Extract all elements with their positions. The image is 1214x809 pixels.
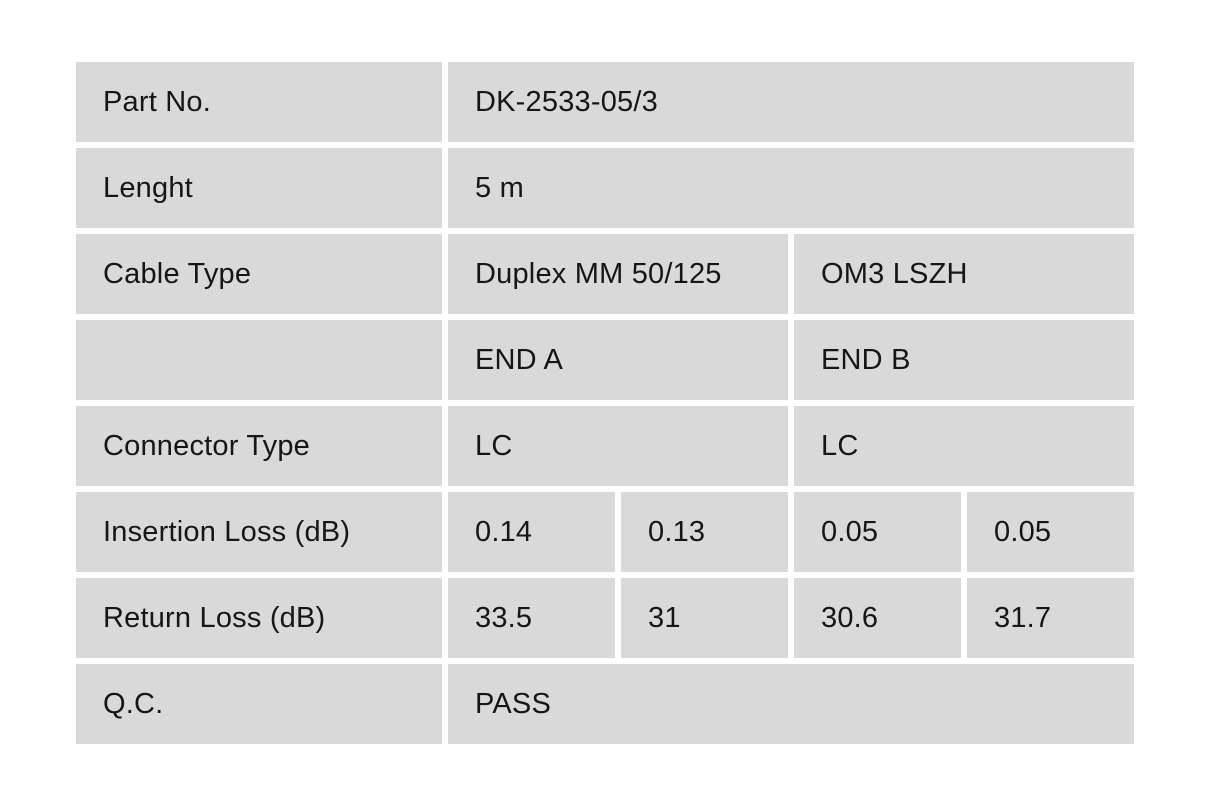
cable-type-value-1: Duplex MM 50/125 — [448, 234, 788, 314]
insertion-loss-label: Insertion Loss (dB) — [76, 492, 442, 572]
qc-label: Q.C. — [76, 664, 442, 744]
end-b-header: END B — [794, 320, 1134, 400]
connector-type-end-a: LC — [448, 406, 788, 486]
part-no-value: DK-2533-05/3 — [448, 62, 1134, 142]
insertion-loss-end-b-2: 0.05 — [967, 492, 1134, 572]
end-a-header: END A — [448, 320, 788, 400]
return-loss-end-b-2: 31.7 — [967, 578, 1134, 658]
qc-value: PASS — [448, 664, 1134, 744]
insertion-loss-end-a-2: 0.13 — [621, 492, 788, 572]
part-no-label: Part No. — [76, 62, 442, 142]
insertion-loss-end-b-1: 0.05 — [794, 492, 961, 572]
length-value: 5 m — [448, 148, 1134, 228]
connector-type-label: Connector Type — [76, 406, 442, 486]
length-label: Lenght — [76, 148, 442, 228]
cable-type-label: Cable Type — [76, 234, 442, 314]
connector-type-end-b: LC — [794, 406, 1134, 486]
cable-type-value-2: OM3 LSZH — [794, 234, 1134, 314]
return-loss-end-a-1: 33.5 — [448, 578, 615, 658]
cable-spec-table: Part No. DK-2533-05/3 Lenght 5 m Cable T… — [76, 62, 1134, 744]
end-header-empty-cell — [76, 320, 442, 400]
return-loss-end-a-2: 31 — [621, 578, 788, 658]
insertion-loss-end-a-1: 0.14 — [448, 492, 615, 572]
return-loss-label: Return Loss (dB) — [76, 578, 442, 658]
return-loss-end-b-1: 30.6 — [794, 578, 961, 658]
